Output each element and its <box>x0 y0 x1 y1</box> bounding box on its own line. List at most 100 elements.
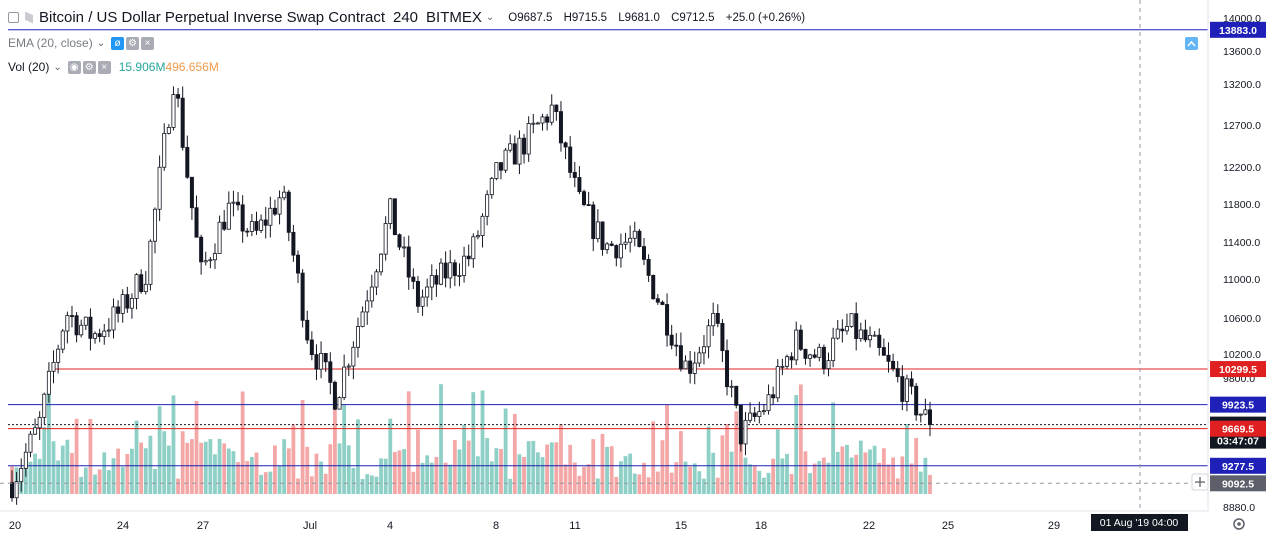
candle <box>660 300 665 306</box>
interval-label[interactable]: 240 <box>393 9 419 26</box>
candle <box>803 348 808 365</box>
volume-bar <box>522 456 526 494</box>
candle <box>300 269 305 328</box>
candle <box>877 328 882 356</box>
volume-bar <box>503 408 508 494</box>
volume-bar <box>821 457 826 494</box>
price-axis-label: 10299.5 <box>1210 361 1266 378</box>
volume-bar <box>139 442 144 494</box>
autoscale-icon[interactable] <box>1185 37 1198 50</box>
candle <box>485 190 490 226</box>
volume-bar <box>688 466 693 494</box>
candle <box>37 411 42 441</box>
flag-icon[interactable] <box>25 11 33 24</box>
volume-bar <box>305 446 310 494</box>
candle <box>840 319 845 343</box>
settings-cog-icon[interactable] <box>1233 518 1245 530</box>
volume-bar <box>443 462 448 494</box>
close-icon[interactable]: × <box>97 60 111 74</box>
candle <box>83 316 88 331</box>
ema-label[interactable]: EMA (20, close) <box>8 36 93 50</box>
candle <box>720 319 725 363</box>
volume-bar <box>185 442 190 494</box>
volume-bar <box>429 462 434 494</box>
candle <box>808 353 813 367</box>
symbol-title[interactable]: Bitcoin / US Dollar Perpetual Inverse Sw… <box>39 9 385 26</box>
volume-bar <box>655 471 660 494</box>
candle <box>369 274 374 308</box>
time-tick-label: Jul <box>303 520 317 532</box>
volume-bar <box>577 475 582 494</box>
candle <box>572 161 577 188</box>
volume-bar <box>249 456 254 494</box>
candle <box>904 374 909 412</box>
exchange-label[interactable]: BITMEX <box>426 9 482 26</box>
candle <box>46 362 51 403</box>
volume-bar <box>462 424 466 494</box>
eye-icon[interactable]: ◉ <box>67 60 81 74</box>
price-tick-label: 11800.0 <box>1223 199 1260 211</box>
svg-text:9092.5: 9092.5 <box>1222 478 1254 490</box>
volume-bar <box>817 461 822 494</box>
gear-icon[interactable]: ⚙ <box>126 36 140 50</box>
volume-bar <box>863 452 868 494</box>
collapse-square-icon[interactable] <box>8 12 19 23</box>
volume-bar <box>715 477 720 494</box>
eye-off-icon[interactable]: ø <box>111 36 125 50</box>
candle <box>854 302 859 351</box>
candle <box>309 331 314 361</box>
volume-bar <box>508 478 513 494</box>
volume-bar <box>540 457 545 494</box>
candle <box>153 207 158 254</box>
crosshair-plus-icon[interactable] <box>1191 473 1209 491</box>
candle <box>332 380 337 411</box>
candle <box>549 94 554 126</box>
volume-legend: Vol (20) ⌄ ◉ ⚙ × 15.906M 496.656M <box>8 60 219 74</box>
volume-bar <box>369 475 374 494</box>
vol-label[interactable]: Vol (20) <box>8 60 50 74</box>
candle <box>628 225 633 253</box>
candle <box>397 233 402 251</box>
candle <box>245 227 250 237</box>
volume-bar <box>120 466 125 494</box>
volume-bar <box>97 469 102 494</box>
candle <box>93 331 98 344</box>
volume-bar <box>23 464 28 494</box>
gear-icon[interactable]: ⚙ <box>82 60 96 74</box>
chevron-down-icon[interactable]: ⌄ <box>53 61 62 73</box>
volume-bar <box>559 423 563 494</box>
candle <box>249 214 254 237</box>
candle <box>443 251 448 288</box>
candle <box>56 344 61 374</box>
volume-bar <box>476 456 480 494</box>
chevron-down-icon[interactable]: ⌄ <box>485 12 495 23</box>
candle <box>900 365 905 411</box>
candle <box>623 232 628 250</box>
candle <box>651 274 656 300</box>
candle <box>171 86 176 131</box>
candle <box>180 86 185 151</box>
chevron-down-icon[interactable]: ⌄ <box>96 37 106 49</box>
time-tick-label: 4 <box>387 520 393 532</box>
close-icon[interactable]: × <box>141 36 155 50</box>
volume-bar <box>471 392 476 494</box>
volume-bar <box>42 427 47 494</box>
price-tick-label: 12700.0 <box>1223 120 1261 132</box>
candle <box>868 326 873 348</box>
candle <box>909 371 914 395</box>
volume-bar <box>273 445 277 494</box>
candle <box>176 88 181 108</box>
svg-text:03:47:07: 03:47:07 <box>1217 436 1259 448</box>
volume-bar <box>277 465 282 494</box>
candle <box>305 310 310 344</box>
candle <box>586 191 591 206</box>
volume-bar <box>831 402 836 494</box>
candle <box>826 352 831 377</box>
open-value: O9687.5 <box>508 11 553 24</box>
volume-bar <box>143 448 148 494</box>
candle <box>503 147 508 173</box>
candle <box>342 354 347 401</box>
candle <box>448 250 453 289</box>
volume-bar <box>895 478 900 494</box>
